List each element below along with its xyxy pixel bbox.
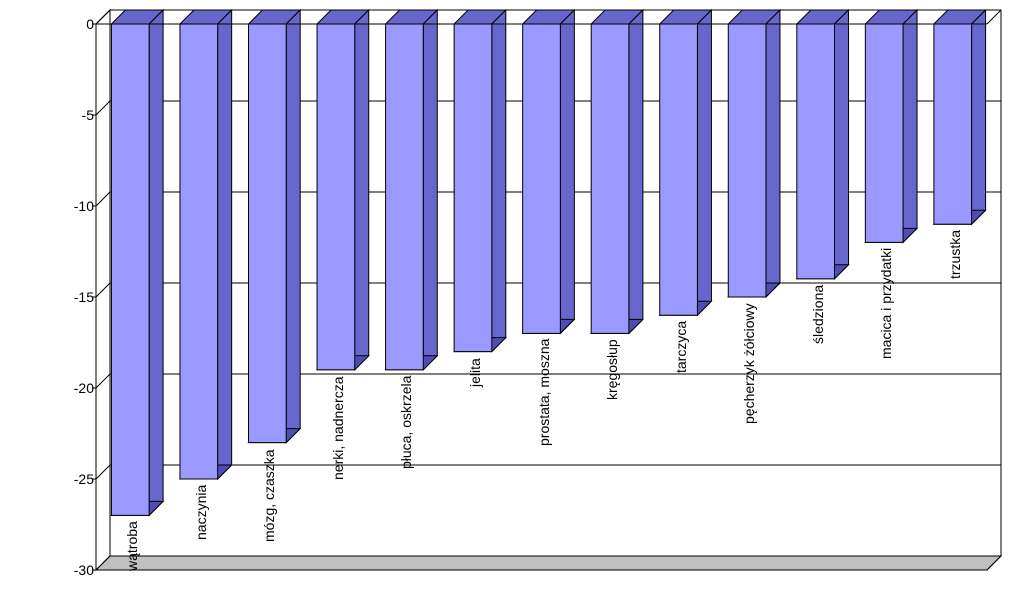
y-tick-label: -5: [54, 107, 94, 123]
category-label: kręgosłup: [604, 340, 620, 401]
bar: [248, 10, 300, 443]
category-label: trzustka: [947, 230, 963, 279]
plot-area: wątroba naczynia mózg, czaszka nerki, nadne…: [96, 10, 1001, 570]
bar: [111, 10, 163, 515]
category-label: nerki, nadnercza: [330, 376, 346, 480]
category-label: wątroba: [124, 522, 140, 572]
category-label: płuca, oskrzela: [398, 375, 414, 468]
category-label: prostata, moszna: [536, 339, 552, 446]
bar: [180, 10, 232, 479]
bar: [386, 10, 438, 370]
category-label: pęcherzyk żółciowy: [741, 303, 757, 424]
category-label: śledziona: [810, 285, 826, 344]
category-label: macica i przydatki: [878, 248, 894, 359]
bar: [797, 10, 849, 279]
category-label: tarczyca: [673, 321, 689, 373]
y-tick-label: -10: [54, 198, 94, 214]
category-label: naczynia: [193, 485, 209, 540]
y-tick-label: -25: [54, 471, 94, 487]
y-tick-label: -15: [54, 289, 94, 305]
chart-container: Skrócenie czasu operacji (min.) 0-5-10-1…: [0, 0, 1020, 591]
bar: [523, 10, 575, 333]
bar: [934, 10, 986, 224]
category-label: mózg, czaszka: [261, 449, 277, 542]
bar: [454, 10, 506, 352]
bar: [865, 10, 917, 242]
bar: [660, 10, 712, 315]
y-axis: 0-5-10-15-20-25-30: [54, 10, 94, 570]
plot-svg: [96, 10, 1001, 570]
bar: [591, 10, 643, 333]
category-label: jelita: [467, 358, 483, 387]
bar: [317, 10, 369, 370]
y-tick-label: -20: [54, 380, 94, 396]
y-tick-label: 0: [54, 16, 94, 32]
bar: [728, 10, 780, 297]
y-tick-label: -30: [54, 562, 94, 578]
